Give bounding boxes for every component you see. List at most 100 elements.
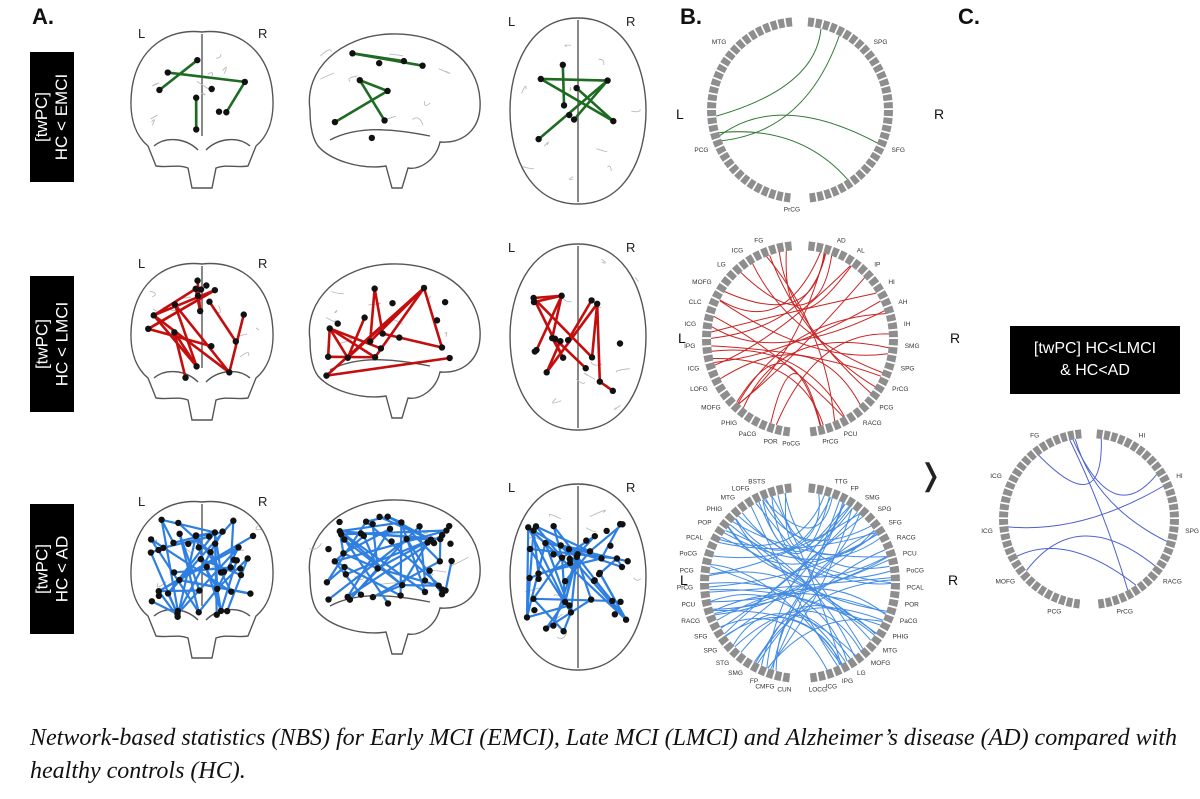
hemi-left-label: L xyxy=(138,26,146,41)
ring-segment xyxy=(824,422,834,434)
connectogram-chord xyxy=(724,516,863,635)
ring-segment xyxy=(886,354,897,363)
connectogram-chord xyxy=(740,605,876,653)
ring-segment xyxy=(710,131,721,141)
connectogram-chord xyxy=(740,255,833,306)
brain-node xyxy=(158,516,165,523)
ring-segment xyxy=(1043,589,1054,600)
brain-node xyxy=(396,334,403,341)
ring-segment xyxy=(865,641,877,653)
brain-node xyxy=(582,365,589,372)
connectogram-chords xyxy=(708,493,892,671)
brain-node xyxy=(603,527,610,535)
brain-node xyxy=(324,353,332,360)
connection-edge xyxy=(566,299,593,342)
region-label: FG xyxy=(754,237,763,244)
connection-edge xyxy=(160,518,175,544)
brain-node xyxy=(610,117,617,125)
connection-nodes xyxy=(145,277,247,381)
region-label: IPG xyxy=(842,678,853,685)
connection-edge xyxy=(328,327,383,350)
ring-segment xyxy=(1008,474,1019,484)
ring-segment xyxy=(1045,437,1055,449)
brain-node xyxy=(526,545,534,553)
region-label: PCG xyxy=(879,404,893,411)
ring-segment xyxy=(872,282,884,294)
ring-segment xyxy=(707,110,717,117)
connection-edge xyxy=(348,567,379,601)
brain-node xyxy=(203,563,210,571)
ring-segment xyxy=(1146,455,1157,466)
connectogram-ring xyxy=(707,17,893,203)
connection-edges xyxy=(532,294,615,393)
connection-edge xyxy=(527,526,567,604)
ring-segment xyxy=(887,557,899,566)
connection-edge xyxy=(371,522,379,570)
region-label: PCAL xyxy=(686,534,703,541)
connectogram-chord xyxy=(719,300,888,356)
ring-segment xyxy=(784,241,793,252)
ring-segment xyxy=(1167,533,1178,541)
ring-segment xyxy=(1011,467,1023,478)
brain-node xyxy=(604,77,611,84)
ring-segment xyxy=(1104,597,1113,608)
ring-segment xyxy=(708,124,719,133)
region-label: MTG xyxy=(883,648,897,655)
ring-segment xyxy=(1169,519,1179,526)
brain-node xyxy=(368,134,376,142)
brain-node xyxy=(361,314,368,321)
region-label: SPG xyxy=(704,648,718,655)
connection-edge xyxy=(173,330,198,368)
ring-segment xyxy=(1038,441,1049,452)
ring-segment xyxy=(719,518,731,530)
connection-edge xyxy=(563,555,578,604)
brain-node xyxy=(171,301,179,308)
ring-segment xyxy=(773,670,783,682)
panel-c-letter: C. xyxy=(958,4,980,29)
connectogram-chord xyxy=(1008,485,1164,529)
connection-edge xyxy=(365,515,389,523)
brain-node xyxy=(559,354,567,361)
row-label-emci: [twPC] HC < EMCI xyxy=(30,52,74,182)
ring-segment xyxy=(878,78,890,87)
ring-segment xyxy=(839,415,850,427)
hemi-right-label: R xyxy=(626,14,636,29)
ring-segment xyxy=(843,178,854,190)
brain-node xyxy=(421,577,429,584)
brain-node xyxy=(156,86,163,94)
region-label: LOFG xyxy=(690,386,708,393)
connection-edge xyxy=(333,560,363,596)
brain-node xyxy=(247,590,254,597)
brain-node xyxy=(240,311,247,318)
connectogram-ring xyxy=(702,241,898,437)
ring-segment xyxy=(724,512,736,524)
ring-segment xyxy=(784,483,792,494)
connectogram-chord xyxy=(719,131,848,180)
connection-nodes xyxy=(147,516,257,620)
connection-edge xyxy=(160,518,216,534)
brain-node xyxy=(197,286,205,293)
connectogram-chord xyxy=(714,300,881,363)
region-label: SFG xyxy=(694,633,707,640)
connection-nodes xyxy=(156,56,249,133)
connectogram-common: FG ICG ICG MOFG PCG PrCG RACG SPG HI HI xyxy=(981,412,1199,626)
brain-node xyxy=(244,555,251,562)
ring-segment xyxy=(821,20,831,31)
brain-node xyxy=(182,374,189,381)
brain-node xyxy=(561,578,569,585)
ring-segment xyxy=(736,407,748,419)
brain-node xyxy=(566,555,573,563)
ring-segment xyxy=(745,254,756,266)
region-label: POR xyxy=(905,602,919,609)
ring-segment xyxy=(845,496,856,508)
connection-edge xyxy=(358,78,386,122)
brain-node xyxy=(164,590,172,597)
ring-segment xyxy=(999,519,1009,526)
brain-outline xyxy=(130,30,274,189)
ring-segment xyxy=(1110,432,1119,443)
brain-node xyxy=(559,61,567,69)
connectogram-chord xyxy=(725,502,844,637)
connectogram-chord xyxy=(720,354,861,405)
ring-segment xyxy=(1155,467,1167,478)
brain-node xyxy=(530,595,537,603)
